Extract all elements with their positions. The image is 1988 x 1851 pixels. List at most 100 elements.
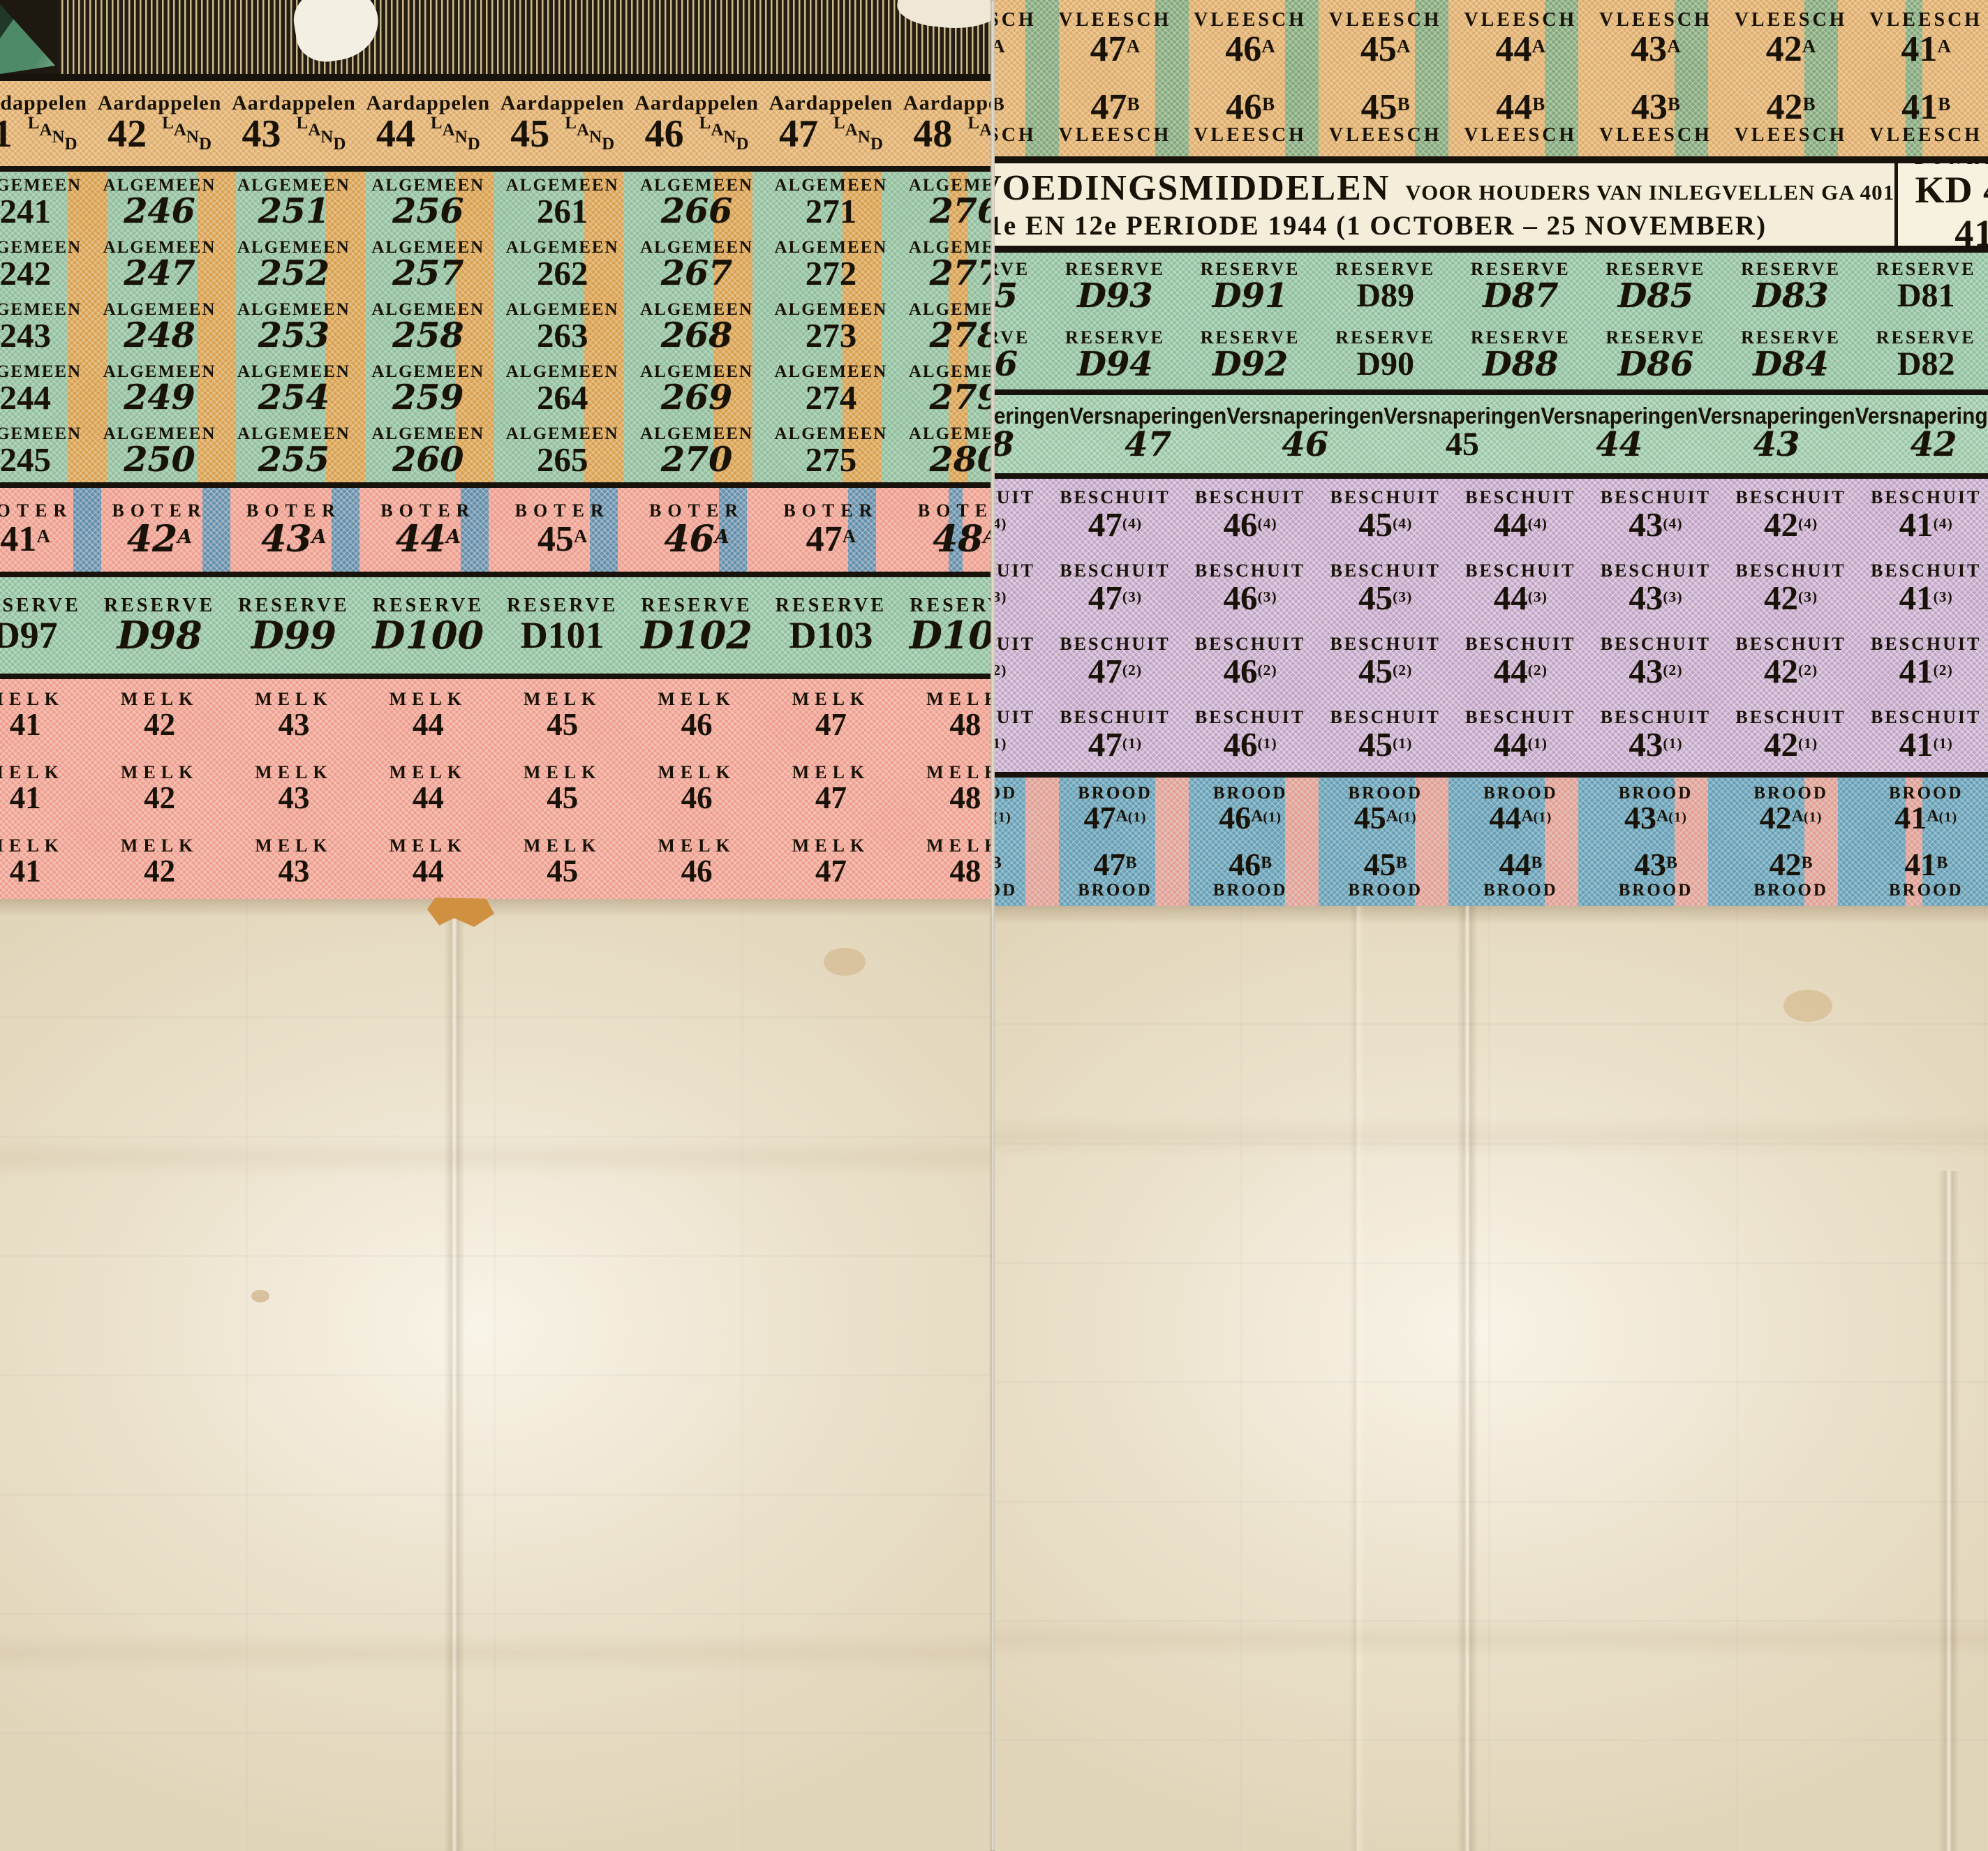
stamp-algemeen: ALGEMEEN279: [898, 358, 991, 420]
stamp-number: 46A(1): [1219, 800, 1282, 836]
stamp-label: ALGEMEEN: [103, 299, 216, 319]
stamp-number: 47A(1): [1083, 800, 1147, 836]
stamp-number: D85: [1617, 276, 1694, 315]
stamp-number: 45A: [537, 519, 588, 559]
stamp-label: RESERVE: [372, 595, 484, 617]
stamp-number: D98: [117, 612, 202, 657]
stamp-beschuit: BESCHUIT 42(1): [1723, 699, 1859, 772]
stamp-number: 48: [995, 427, 1014, 462]
stamp-melk: MELK 42: [92, 752, 226, 826]
stamp-algemeen: ALGEMEEN 261: [496, 172, 630, 234]
stamp-beschuit: BESCHUIT 43(4): [1588, 479, 1723, 552]
stamp-reserve: RESERVE D92: [1182, 321, 1318, 389]
stamp-number: 47(2): [1088, 651, 1142, 690]
stamp-brood-a: BROOD 44A(1): [1453, 778, 1589, 842]
stamp-label: BESCHUIT: [1330, 707, 1441, 728]
stamp-number: 45A(1): [1353, 800, 1417, 836]
card-code: KD 411-412: [1915, 169, 1988, 246]
stamp-number: 259: [392, 377, 464, 418]
stamp-algemeen: ALGEMEEN 264: [496, 358, 630, 420]
fold-crease: [1938, 1171, 1959, 1851]
stamp-label: ALGEMEEN: [103, 175, 216, 195]
stamp-number: D101: [520, 614, 604, 656]
stamp-label: RESERVE: [1470, 259, 1571, 280]
stamp-algemeen: ALGEMEEN 249: [92, 358, 226, 420]
stamp-number: 45: [510, 112, 550, 156]
stamp-number: 46B: [1226, 87, 1275, 128]
stamp-boter: BOTER 44A: [361, 488, 495, 572]
stamp-versnaperingen: Versnaperingen 44: [1541, 395, 1698, 473]
stamp-label: BESCHUIT: [1194, 707, 1306, 728]
stamp-number: 43B: [1631, 87, 1680, 128]
stamp-brood-a: BROOD 42A(1): [1723, 778, 1859, 842]
stamp-label: ALGEMEEN: [0, 362, 82, 381]
stamp-label: RESERVE: [1065, 259, 1165, 280]
section-brood: BROOD48A(1)BROOD47A(1)BROOD46A(1)BROOD45…: [995, 778, 1988, 906]
stamp-label: RESERVE: [1876, 327, 1976, 348]
stamp-number: 264: [536, 378, 588, 417]
stamp-label: ALGEMEEN: [371, 424, 485, 443]
stamp-label: RESERVE: [103, 595, 216, 617]
stamp-number: 47: [815, 780, 847, 815]
stamp-label: RESERVE: [1335, 327, 1436, 348]
stamp-label: BROOD: [1483, 880, 1558, 900]
stamp-vleesch-b: 46B VLEESCH: [1182, 78, 1318, 156]
stamp-number: 48: [913, 112, 953, 156]
stamp-number: 47: [1125, 424, 1172, 464]
stamp-number: 267: [660, 253, 733, 294]
stamp-algemeen: ALGEMEEN277: [898, 234, 991, 296]
stamp-label: BROOD: [995, 880, 1018, 900]
stamp-label: RESERVE: [1876, 259, 1976, 280]
stamp-beschuit: BESCHUIT 41(1): [1858, 699, 1988, 772]
stamp-label: BESCHUIT: [1600, 634, 1712, 655]
stamp-aardappelen: Aardappelen 43 L A N D: [227, 81, 361, 166]
stamp-label: MELK: [255, 689, 333, 710]
stamp-label: ALGEMEEN: [237, 237, 350, 257]
stamp-label: BROOD: [1348, 783, 1423, 803]
stamp-number: 42B: [1769, 846, 1813, 882]
stamp-label: RESERVE: [507, 595, 618, 617]
stamp-number: 254: [258, 377, 330, 418]
stamp-label: BROOD: [1078, 783, 1152, 803]
page-fold-gap: [991, 0, 995, 1851]
stamp-label: MELK: [658, 689, 736, 710]
stamp-number: 273: [805, 316, 857, 355]
stamp-algemeen: ALGEMEEN 250: [92, 420, 226, 482]
stamp-label: ALGEMEEN: [774, 362, 888, 381]
stamp-number: 265: [536, 440, 588, 480]
stamp-number: 274: [805, 378, 857, 417]
stamp-algemeen: ALGEMEEN 253: [227, 296, 361, 358]
stamp-number: 47A: [1090, 29, 1141, 69]
stamp-label: BESCHUIT: [995, 707, 1035, 728]
stamp-number: D84: [1753, 344, 1829, 384]
stamp-label: RESERVE: [1741, 327, 1841, 348]
stamp-vleesch-b: 48B VLEESCH: [995, 78, 1048, 156]
fold-shadow: [995, 1618, 1988, 1660]
stamp-aardappelen: Aardappelen 44 L A N D: [361, 81, 495, 166]
stamp-number: 47: [815, 706, 847, 742]
stamp-label: BESCHUIT: [1330, 487, 1441, 508]
stamp-label: VLEESCH: [995, 124, 1037, 147]
stamp-number: 252: [258, 253, 330, 294]
stamp-label: BESCHUIT: [1194, 560, 1306, 581]
stamp-number: 46(3): [1223, 578, 1277, 617]
stamp-label: Versnaperingen: [995, 403, 1070, 430]
stamp-vleesch-a: VLEESCH 47A: [1048, 0, 1183, 78]
stamp-vleesch-a: VLEESCH 42A: [1723, 0, 1859, 78]
stamp-number: 270: [660, 439, 733, 480]
stamp-number: 42(3): [1764, 578, 1818, 617]
stamp-reserve: RESERVED97: [0, 577, 92, 674]
stamp-number: 45(3): [1358, 578, 1413, 617]
stamp-number: 44A(1): [1489, 800, 1552, 836]
stamp-label: BOTER: [112, 500, 207, 521]
stamp-beschuit: BESCHUIT 44(1): [1453, 699, 1589, 772]
stamp-algemeen: ALGEMEEN 272: [764, 234, 898, 296]
stamp-number: 44: [412, 853, 444, 889]
stamp-algemeen: ALGEMEEN 248: [92, 296, 226, 358]
stamp-number: 41(3): [1899, 578, 1953, 617]
stamp-label: BROOD: [1078, 880, 1152, 900]
stamp-label: VLEESCH: [1869, 9, 1983, 31]
stamp-label: MELK: [120, 762, 199, 783]
torn-paper-patch: [289, 0, 384, 66]
